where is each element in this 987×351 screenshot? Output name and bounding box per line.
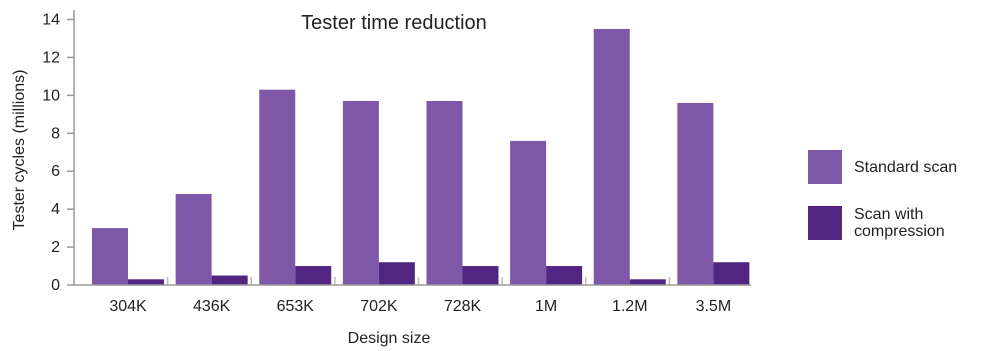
bar-standard-scan-304k: [92, 228, 128, 285]
y-tick-label: 12: [42, 49, 60, 66]
bar-scan-with-compression-1-2m: [629, 279, 666, 285]
bar-standard-scan-436k: [175, 193, 212, 285]
y-tick-label: 2: [51, 239, 60, 256]
y-tick-label: 0: [51, 277, 60, 294]
y-tick-label: 6: [51, 163, 60, 180]
legend-label-line: Scan with: [854, 206, 924, 223]
x-tick-label: 702K: [360, 298, 398, 315]
bar-scan-with-compression-728k: [462, 266, 499, 285]
x-axis-title: Design size: [348, 330, 431, 347]
legend-label-line: Standard scan: [854, 158, 958, 176]
legend-label-line: compression: [854, 223, 945, 240]
bar-standard-scan-653k: [259, 89, 296, 285]
y-tick-label: 8: [51, 125, 60, 142]
bar-scan-with-compression-653k: [295, 266, 332, 285]
bar-standard-scan-1m: [510, 140, 547, 285]
x-tick-label: 1.2M: [612, 298, 648, 315]
y-axis-ticks: 0 2 4 6 8 10 12 14: [42, 11, 74, 294]
legend: Standard scan Scan with compression: [808, 150, 983, 262]
x-tick-label: 1M: [535, 298, 557, 315]
bar-scan-with-compression-436k: [211, 275, 248, 285]
bar-standard-scan-702k: [342, 101, 379, 285]
legend-swatch-standard-scan: [808, 150, 842, 184]
chart-title: Tester time reduction: [301, 12, 487, 34]
bar-standard-scan-3-5m: [677, 102, 714, 286]
x-tick-label: 436K: [193, 298, 231, 315]
x-tick-label: 3.5M: [696, 298, 732, 315]
y-tick-label: 14: [42, 11, 60, 28]
y-tick-label: 4: [51, 201, 60, 218]
y-axis-title: Tester cycles (millions): [11, 70, 28, 231]
legend-label-standard-scan: Standard scan: [854, 159, 957, 176]
bar-standard-scan-1-2m: [593, 28, 630, 286]
legend-swatch-scan-with-compression: [808, 206, 842, 240]
bar-scan-with-compression-3-5m: [713, 262, 750, 285]
y-tick-label: 10: [42, 87, 60, 104]
legend-item-standard-scan: Standard scan: [808, 150, 983, 184]
x-axis-ticks: 304K 436K 653K 702K 728K 1M 1.2M 3.5M: [109, 277, 731, 315]
bars-group: [92, 28, 750, 286]
bar-scan-with-compression-702k: [378, 262, 415, 285]
x-tick-label: 653K: [277, 298, 315, 315]
x-tick-label: 304K: [109, 298, 147, 315]
legend-label-scan-with-compression: Scan with compression: [854, 206, 945, 240]
bar-scan-with-compression-304k: [128, 279, 164, 285]
legend-item-scan-with-compression: Scan with compression: [808, 206, 983, 240]
bar-standard-scan-728k: [426, 101, 463, 285]
bar-scan-with-compression-1m: [546, 266, 583, 285]
x-tick-label: 728K: [444, 298, 482, 315]
